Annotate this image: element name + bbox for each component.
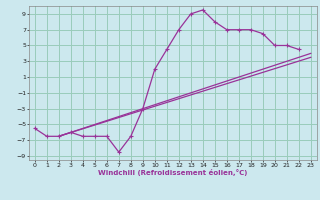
X-axis label: Windchill (Refroidissement éolien,°C): Windchill (Refroidissement éolien,°C) (98, 169, 247, 176)
